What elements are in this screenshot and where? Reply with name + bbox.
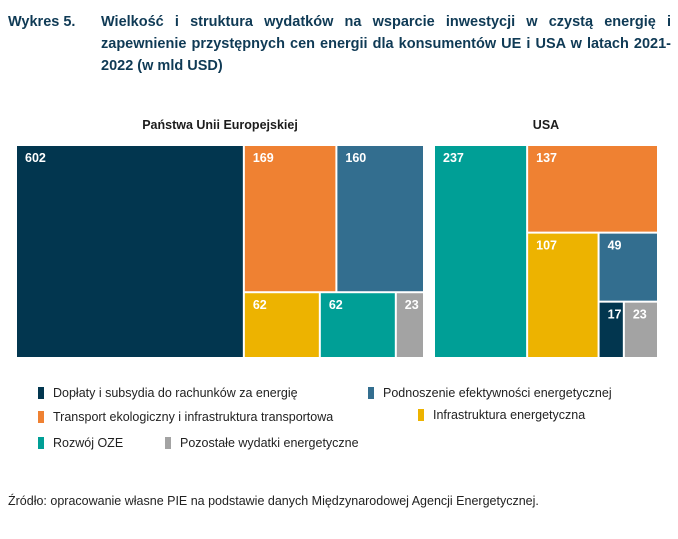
legend-item-infrastruktura: Infrastruktura energetyczna bbox=[418, 408, 585, 422]
legend-item-doplaty: Dopłaty i subsydia do rachunków za energ… bbox=[38, 386, 298, 400]
tile-value-label-usa-oze: 237 bbox=[443, 151, 464, 165]
treemap-tile-eu-infrastruktura bbox=[244, 293, 319, 357]
tile-value-label-usa-doplaty: 17 bbox=[608, 308, 622, 322]
tile-value-label-usa-transport: 137 bbox=[536, 151, 557, 165]
tile-value-label-eu-transport: 169 bbox=[253, 151, 274, 165]
legend-item-transport: Transport ekologiczny i infrastruktura t… bbox=[38, 410, 333, 424]
figure-number: Wykres 5. bbox=[8, 14, 76, 30]
tile-value-label-eu-pozostale: 23 bbox=[405, 298, 419, 312]
legend-label: Dopłaty i subsydia do rachunków za energ… bbox=[53, 386, 298, 400]
tile-value-label-eu-oze: 62 bbox=[329, 298, 343, 312]
tile-value-label-usa-pozostale: 23 bbox=[633, 308, 647, 322]
panel-title-eu: Państwa Unii Europejskiej bbox=[142, 118, 298, 132]
treemap-tile-usa-doplaty bbox=[599, 302, 623, 357]
tile-value-label-eu-doplaty: 602 bbox=[25, 151, 46, 165]
panel-title-usa: USA bbox=[532, 118, 560, 132]
tile-value-label-usa-efektywnosc: 49 bbox=[608, 239, 622, 253]
legend-label: Transport ekologiczny i infrastruktura t… bbox=[53, 410, 334, 424]
legend-item-efektywnosc: Podnoszenie efektywności energetycznej bbox=[368, 386, 612, 400]
tile-value-label-eu-efektywnosc: 160 bbox=[345, 151, 366, 165]
legend-item-oze: Rozwój OZE bbox=[38, 436, 123, 450]
treemap-tile-usa-efektywnosc bbox=[599, 233, 657, 301]
legend-swatch bbox=[38, 387, 44, 399]
tile-value-label-usa-infrastruktura: 107 bbox=[536, 239, 557, 253]
treemap-tile-eu-oze bbox=[320, 293, 395, 357]
legend-item-pozostale: Pozostałe wydatki energetyczne bbox=[165, 436, 359, 450]
treemap-tile-eu-doplaty bbox=[17, 146, 243, 357]
legend-swatch bbox=[165, 437, 171, 449]
legend-swatch bbox=[38, 411, 44, 423]
treemap-tile-usa-infrastruktura bbox=[528, 233, 598, 357]
treemap-tile-usa-transport bbox=[528, 146, 657, 232]
treemap-tile-eu-pozostale bbox=[396, 293, 423, 357]
legend-swatch bbox=[418, 409, 424, 421]
treemap-tile-eu-transport bbox=[244, 146, 336, 292]
legend-label: Infrastruktura energetyczna bbox=[433, 408, 586, 422]
treemap-tile-eu-efektywnosc bbox=[337, 146, 423, 292]
legend-swatch bbox=[38, 437, 44, 449]
chart-title: Wielkość i struktura wydatków na wsparci… bbox=[101, 14, 671, 74]
legend-swatch bbox=[368, 387, 374, 399]
source-note: Źródło: opracowanie własne PIE na podsta… bbox=[8, 494, 539, 508]
treemap-tile-usa-oze bbox=[435, 146, 527, 357]
tile-value-label-eu-infrastruktura: 62 bbox=[253, 298, 267, 312]
treemap-tile-usa-pozostale bbox=[624, 302, 657, 357]
legend-label: Podnoszenie efektywności energetycznej bbox=[383, 386, 612, 400]
legend-label: Pozostałe wydatki energetyczne bbox=[180, 436, 359, 450]
legend-label: Rozwój OZE bbox=[53, 436, 124, 450]
